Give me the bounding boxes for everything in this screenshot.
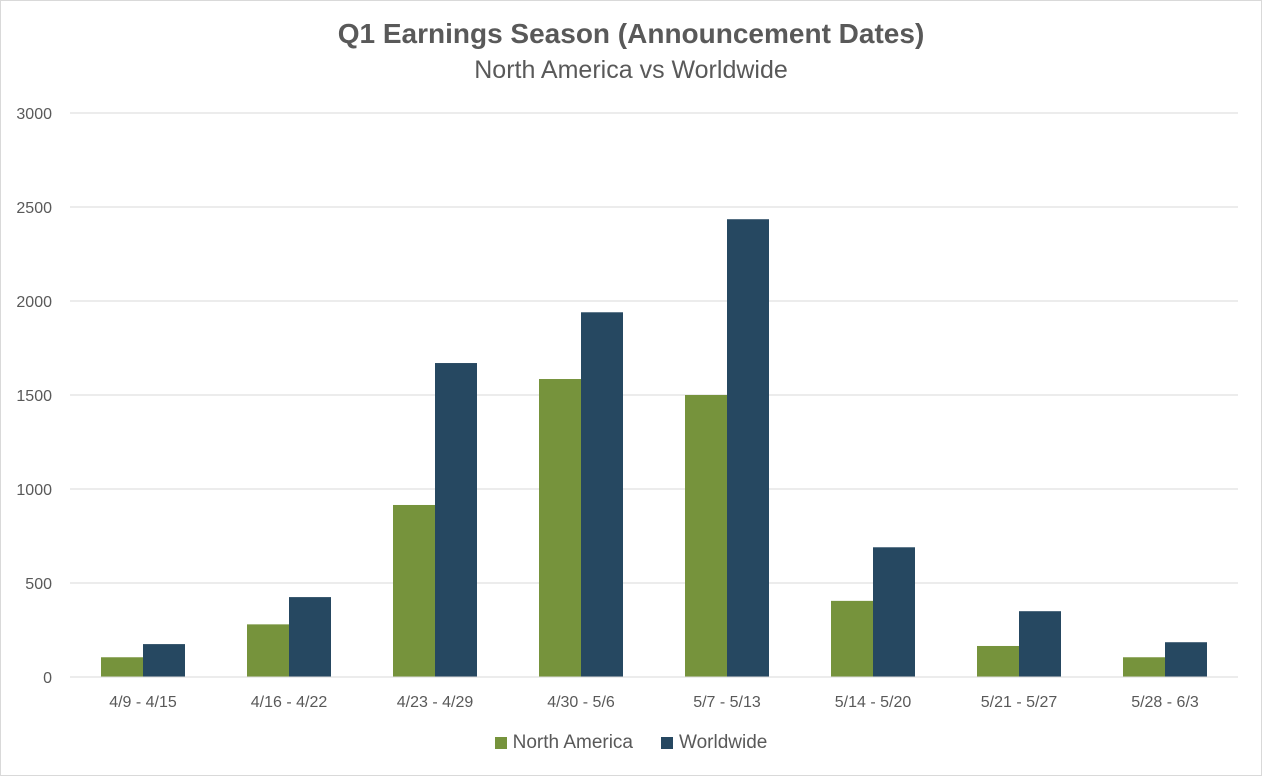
x-tick-label-5: 5/14 - 5/20 <box>835 694 912 711</box>
bar-worldwide-6 <box>1019 611 1061 677</box>
y-tick-label-1000: 1000 <box>16 482 52 499</box>
x-tick-label-7: 5/28 - 6/3 <box>1131 694 1199 711</box>
legend-label-north-america: North America <box>512 732 633 753</box>
bar-worldwide-3 <box>581 312 623 677</box>
y-tick-label-500: 500 <box>25 576 52 593</box>
chart-title: Q1 Earnings Season (Announcement Dates) <box>337 18 925 49</box>
bar-worldwide-0 <box>143 644 185 677</box>
x-tick-label-1: 4/16 - 4/22 <box>251 694 328 711</box>
bar-north-america-7 <box>1123 657 1165 677</box>
bar-north-america-3 <box>539 379 581 677</box>
legend-item-north-america: North America <box>494 732 633 754</box>
legend-label-worldwide: Worldwide <box>679 732 768 753</box>
x-tick-label-3: 4/30 - 5/6 <box>547 694 615 711</box>
bar-worldwide-1 <box>289 597 331 677</box>
bar-north-america-2 <box>393 504 435 677</box>
legend-swatch-north-america <box>494 737 507 749</box>
y-tick-label-1500: 1500 <box>16 388 52 405</box>
chart-subtitle: North America vs Worldwide <box>474 56 788 84</box>
bar-worldwide-4 <box>727 219 769 677</box>
y-tick-label-2000: 2000 <box>16 294 52 311</box>
bar-worldwide-5 <box>873 547 915 677</box>
x-tick-label-0: 4/9 - 4/15 <box>109 694 177 711</box>
y-tick-label-2500: 2500 <box>16 200 52 217</box>
x-tick-label-2: 4/23 - 4/29 <box>397 694 474 711</box>
legend-item-worldwide: Worldwide <box>661 732 767 754</box>
bar-north-america-5 <box>831 600 873 677</box>
bar-north-america-6 <box>977 645 1019 677</box>
y-tick-label-3000: 3000 <box>16 106 52 123</box>
y-tick-label-0: 0 <box>43 670 52 687</box>
bar-north-america-0 <box>101 657 143 677</box>
x-tick-label-6: 5/21 - 5/27 <box>981 694 1058 711</box>
chart-legend: North America Worldwide <box>0 732 1262 754</box>
bar-north-america-1 <box>247 624 289 677</box>
bar-worldwide-7 <box>1165 642 1207 677</box>
bar-worldwide-2 <box>435 363 477 677</box>
legend-swatch-worldwide <box>661 737 673 749</box>
x-tick-label-4: 5/7 - 5/13 <box>693 694 761 711</box>
bar-north-america-4 <box>685 395 727 677</box>
